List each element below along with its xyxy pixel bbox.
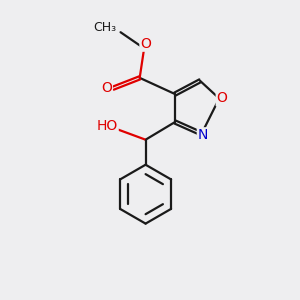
Text: O: O bbox=[217, 92, 228, 106]
Text: O: O bbox=[101, 81, 112, 94]
Text: HO: HO bbox=[97, 119, 118, 133]
Text: O: O bbox=[140, 37, 151, 51]
Text: N: N bbox=[198, 128, 208, 142]
Text: CH₃: CH₃ bbox=[93, 21, 116, 34]
